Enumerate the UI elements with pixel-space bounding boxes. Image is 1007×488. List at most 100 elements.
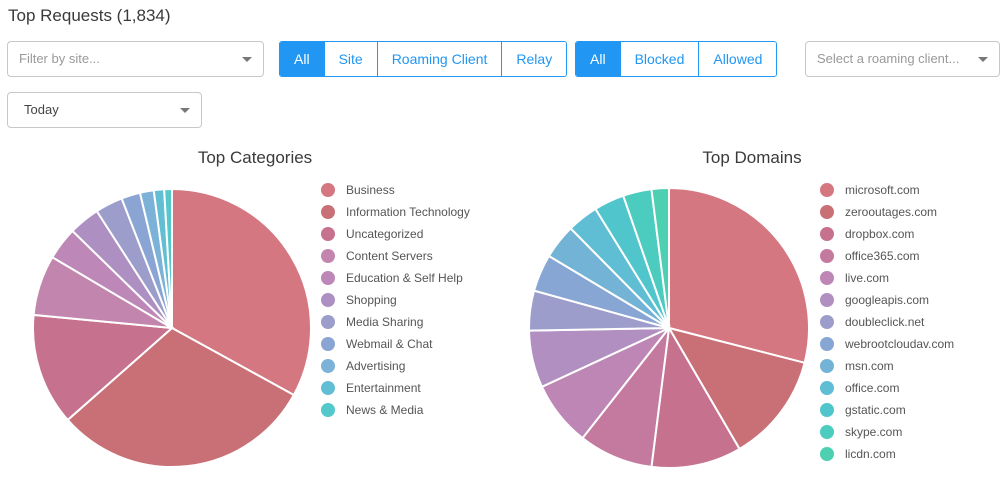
chevron-down-icon bbox=[978, 57, 988, 62]
legend-swatch bbox=[820, 227, 834, 241]
legend-swatch bbox=[820, 337, 834, 351]
legend-swatch bbox=[321, 337, 335, 351]
chevron-down-icon bbox=[242, 57, 252, 62]
status-blocked-button[interactable]: Blocked bbox=[619, 42, 699, 76]
legend-swatch bbox=[321, 293, 335, 307]
chevron-down-icon bbox=[180, 108, 190, 113]
legend-swatch bbox=[321, 403, 335, 417]
legend-swatch bbox=[820, 271, 834, 285]
pie-slice-microsoft-com[interactable] bbox=[668, 186, 810, 365]
pie-slice-licdn-com[interactable] bbox=[650, 186, 670, 329]
pie-slice-news-media[interactable] bbox=[163, 187, 173, 329]
period-dropdown[interactable]: Today bbox=[7, 92, 202, 128]
legend-item-shopping[interactable]: Shopping bbox=[321, 289, 470, 311]
legend-swatch bbox=[820, 205, 834, 219]
legend-item-office365-com[interactable]: office365.com bbox=[820, 245, 954, 267]
legend-label: licdn.com bbox=[845, 447, 896, 461]
legend-swatch bbox=[820, 293, 834, 307]
legend-label: microsoft.com bbox=[845, 183, 920, 197]
legend-item-education-self-help[interactable]: Education & Self Help bbox=[321, 267, 470, 289]
roaming-client-placeholder: Select a roaming client... bbox=[817, 51, 960, 66]
legend-label: News & Media bbox=[346, 403, 424, 417]
legend-item-gstatic-com[interactable]: gstatic.com bbox=[820, 399, 954, 421]
legend-swatch bbox=[820, 447, 834, 461]
legend-swatch bbox=[321, 315, 335, 329]
legend-label: office365.com bbox=[845, 249, 920, 263]
legend-label: zerooutages.com bbox=[845, 205, 938, 219]
legend-item-uncategorized[interactable]: Uncategorized bbox=[321, 223, 470, 245]
legend-item-media-sharing[interactable]: Media Sharing bbox=[321, 311, 470, 333]
legend-item-entertainment[interactable]: Entertainment bbox=[321, 377, 470, 399]
legend-item-office-com[interactable]: office.com bbox=[820, 377, 954, 399]
legend-swatch bbox=[321, 271, 335, 285]
legend-label: msn.com bbox=[845, 359, 894, 373]
pie-slice-business[interactable] bbox=[171, 187, 312, 397]
categories-pie-chart bbox=[32, 187, 312, 468]
legend-swatch bbox=[820, 381, 834, 395]
legend-item-advertising[interactable]: Advertising bbox=[321, 355, 470, 377]
status-all-button[interactable]: All bbox=[576, 42, 620, 76]
legend-label: live.com bbox=[845, 271, 890, 285]
legend-item-business[interactable]: Business bbox=[321, 179, 470, 201]
legend-label: skype.com bbox=[845, 425, 903, 439]
roaming-client-dropdown[interactable]: Select a roaming client... bbox=[805, 41, 1000, 77]
legend-label: gstatic.com bbox=[845, 403, 906, 417]
legend-label: dropbox.com bbox=[845, 227, 915, 241]
legend-swatch bbox=[321, 249, 335, 263]
legend-item-webrootcloudav-com[interactable]: webrootcloudav.com bbox=[820, 333, 954, 355]
legend-item-licdn-com[interactable]: licdn.com bbox=[820, 443, 954, 465]
status-allowed-button[interactable]: Allowed bbox=[698, 42, 777, 76]
pie-slice-zerooutages-com[interactable] bbox=[666, 326, 806, 451]
pie-slice-dropbox-com[interactable] bbox=[650, 324, 741, 470]
legend-swatch bbox=[321, 183, 335, 197]
legend-item-live-com[interactable]: live.com bbox=[820, 267, 954, 289]
legend-swatch bbox=[820, 425, 834, 439]
legend-swatch bbox=[820, 183, 834, 197]
domains-pie-chart bbox=[528, 186, 810, 470]
legend-swatch bbox=[820, 315, 834, 329]
legend-label: Information Technology bbox=[346, 205, 470, 219]
legend-label: Webmail & Chat bbox=[346, 337, 433, 351]
source-relay-button[interactable]: Relay bbox=[501, 42, 567, 76]
legend-swatch bbox=[321, 227, 335, 241]
pie-slice-information-technology[interactable] bbox=[66, 326, 296, 468]
chart-title-domains: Top Domains bbox=[702, 148, 802, 167]
legend-item-microsoft-com[interactable]: microsoft.com bbox=[820, 179, 954, 201]
legend-item-news-media[interactable]: News & Media bbox=[321, 399, 470, 421]
site-filter-dropdown[interactable]: Filter by site... bbox=[7, 41, 264, 77]
chart-title-categories: Top Categories bbox=[197, 148, 313, 167]
period-value: Today bbox=[24, 102, 59, 117]
legend-label: Advertising bbox=[346, 359, 406, 373]
source-filter-group: All Site Roaming Client Relay bbox=[279, 41, 568, 77]
legend-swatch bbox=[321, 205, 335, 219]
legend-swatch bbox=[321, 359, 335, 373]
legend-swatch bbox=[820, 249, 834, 263]
legend-label: Entertainment bbox=[346, 381, 421, 395]
categories-legend: Business Information Technology Uncategori… bbox=[321, 179, 470, 421]
legend-label: Uncategorized bbox=[346, 227, 424, 241]
legend-swatch bbox=[820, 403, 834, 417]
legend-item-zerooutages-com[interactable]: zerooutages.com bbox=[820, 201, 954, 223]
legend-item-googleapis-com[interactable]: googleapis.com bbox=[820, 289, 954, 311]
legend-swatch bbox=[321, 381, 335, 395]
legend-swatch bbox=[820, 359, 834, 373]
pie-slice-uncategorized[interactable] bbox=[32, 313, 175, 422]
legend-item-dropbox-com[interactable]: dropbox.com bbox=[820, 223, 954, 245]
legend-item-msn-com[interactable]: msn.com bbox=[820, 355, 954, 377]
legend-label: Media Sharing bbox=[346, 315, 424, 329]
legend-label: office.com bbox=[845, 381, 900, 395]
legend-item-information-technology[interactable]: Information Technology bbox=[321, 201, 470, 223]
legend-label: Shopping bbox=[346, 293, 397, 307]
legend-item-skype-com[interactable]: skype.com bbox=[820, 421, 954, 443]
legend-item-webmail-chat[interactable]: Webmail & Chat bbox=[321, 333, 470, 355]
source-all-button[interactable]: All bbox=[280, 42, 324, 76]
legend-item-doubleclick-net[interactable]: doubleclick.net bbox=[820, 311, 954, 333]
page-title: Top Requests (1,834) bbox=[8, 6, 171, 25]
source-site-button[interactable]: Site bbox=[323, 42, 377, 76]
legend-label: webrootcloudav.com bbox=[845, 337, 955, 351]
legend-item-content-servers[interactable]: Content Servers bbox=[321, 245, 470, 267]
site-filter-placeholder: Filter by site... bbox=[19, 51, 100, 66]
legend-label: Business bbox=[346, 183, 395, 197]
legend-label: Content Servers bbox=[346, 249, 433, 263]
source-roaming-client-button[interactable]: Roaming Client bbox=[376, 42, 502, 76]
